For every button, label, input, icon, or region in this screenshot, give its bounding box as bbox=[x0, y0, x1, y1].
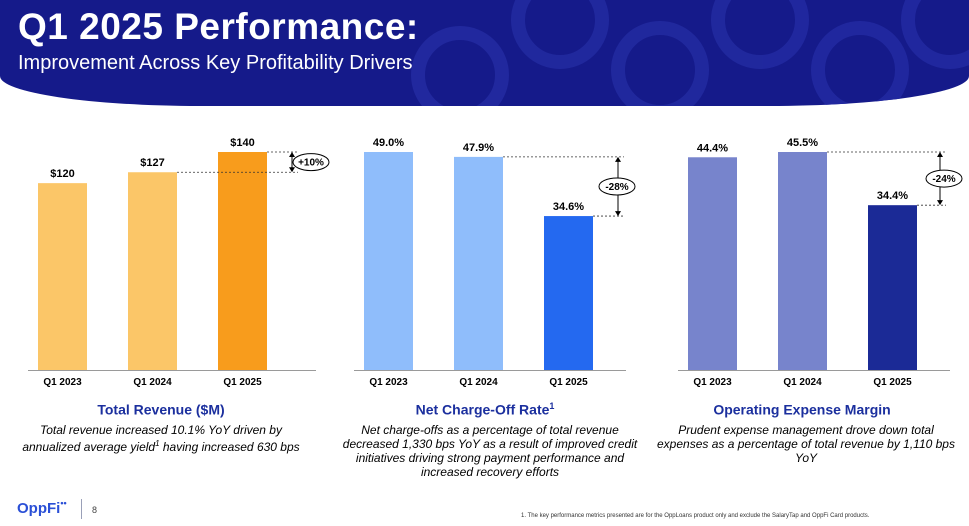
bar-q1-2025 bbox=[544, 216, 593, 370]
tick-label: Q1 2025 bbox=[549, 377, 588, 388]
tick-label: Q1 2024 bbox=[459, 377, 498, 388]
change-badge bbox=[292, 153, 330, 172]
banner-pattern bbox=[411, 0, 969, 106]
data-label: 49.0% bbox=[373, 137, 404, 149]
bracket-arrow-up bbox=[289, 152, 295, 157]
chart-title-total-revenue: Total Revenue ($M) bbox=[97, 401, 225, 418]
bar-q1-2025 bbox=[218, 152, 267, 370]
change-badge-label: -28% bbox=[605, 182, 628, 193]
data-label: 34.6% bbox=[553, 201, 584, 213]
data-label: $120 bbox=[50, 168, 74, 180]
data-label: 34.4% bbox=[877, 190, 908, 202]
change-badge-label: +10% bbox=[298, 158, 324, 169]
bar-q1-2024 bbox=[454, 156, 503, 370]
tick-label: Q1 2025 bbox=[223, 377, 262, 388]
data-label: 44.4% bbox=[697, 142, 728, 154]
bar-q1-2024 bbox=[778, 152, 827, 370]
page-number: 8 bbox=[92, 505, 98, 515]
data-label: $127 bbox=[140, 157, 164, 169]
bar-q1-2024 bbox=[128, 172, 177, 370]
chart-desc-total-revenue: Total revenue increased 10.1% YoY driven… bbox=[22, 423, 300, 454]
change-badge-label: -24% bbox=[932, 174, 955, 185]
bracket-arrow-down bbox=[615, 211, 621, 217]
bar-q1-2025 bbox=[868, 205, 917, 370]
chart-desc-operating-expense-margin: Prudent expense management drove down to… bbox=[657, 423, 955, 465]
tick-label: Q1 2023 bbox=[43, 377, 82, 388]
bracket-arrow-up bbox=[937, 152, 943, 157]
tick-label: Q1 2025 bbox=[873, 377, 912, 388]
chart-title-operating-expense-margin: Operating Expense Margin bbox=[713, 401, 891, 418]
bracket-arrow-up bbox=[615, 156, 621, 162]
bracket-arrow-down bbox=[289, 167, 295, 173]
data-label: 47.9% bbox=[463, 142, 494, 154]
tick-label: Q1 2024 bbox=[783, 377, 822, 388]
page-subtitle: Improvement Across Key Profitability Dri… bbox=[18, 52, 413, 74]
page-title: Q1 2025 Performance: bbox=[18, 6, 419, 47]
tick-label: Q1 2024 bbox=[133, 377, 172, 388]
footer-divider bbox=[81, 499, 82, 519]
bar-q1-2023 bbox=[364, 152, 413, 370]
data-label: $140 bbox=[230, 137, 254, 149]
oppfi-logo: OppFi•• bbox=[17, 498, 67, 517]
bracket-arrow-down bbox=[937, 200, 943, 206]
tick-label: Q1 2023 bbox=[693, 377, 732, 388]
footnote: 1. The key performance metrics presented… bbox=[521, 513, 870, 519]
data-label: 45.5% bbox=[787, 137, 818, 149]
change-badge bbox=[925, 169, 963, 188]
chart-title-net-charge-off-rate: Net Charge-Off Rate1 bbox=[415, 401, 555, 418]
tick-label: Q1 2023 bbox=[369, 377, 408, 388]
bar-q1-2023 bbox=[38, 183, 87, 370]
change-badge bbox=[598, 177, 636, 196]
chart-desc-net-charge-off-rate: Net charge-offs as a percentage of total… bbox=[342, 423, 638, 479]
header-banner: Q1 2025 Performance: Improvement Across … bbox=[0, 0, 969, 106]
bar-q1-2023 bbox=[688, 157, 737, 370]
